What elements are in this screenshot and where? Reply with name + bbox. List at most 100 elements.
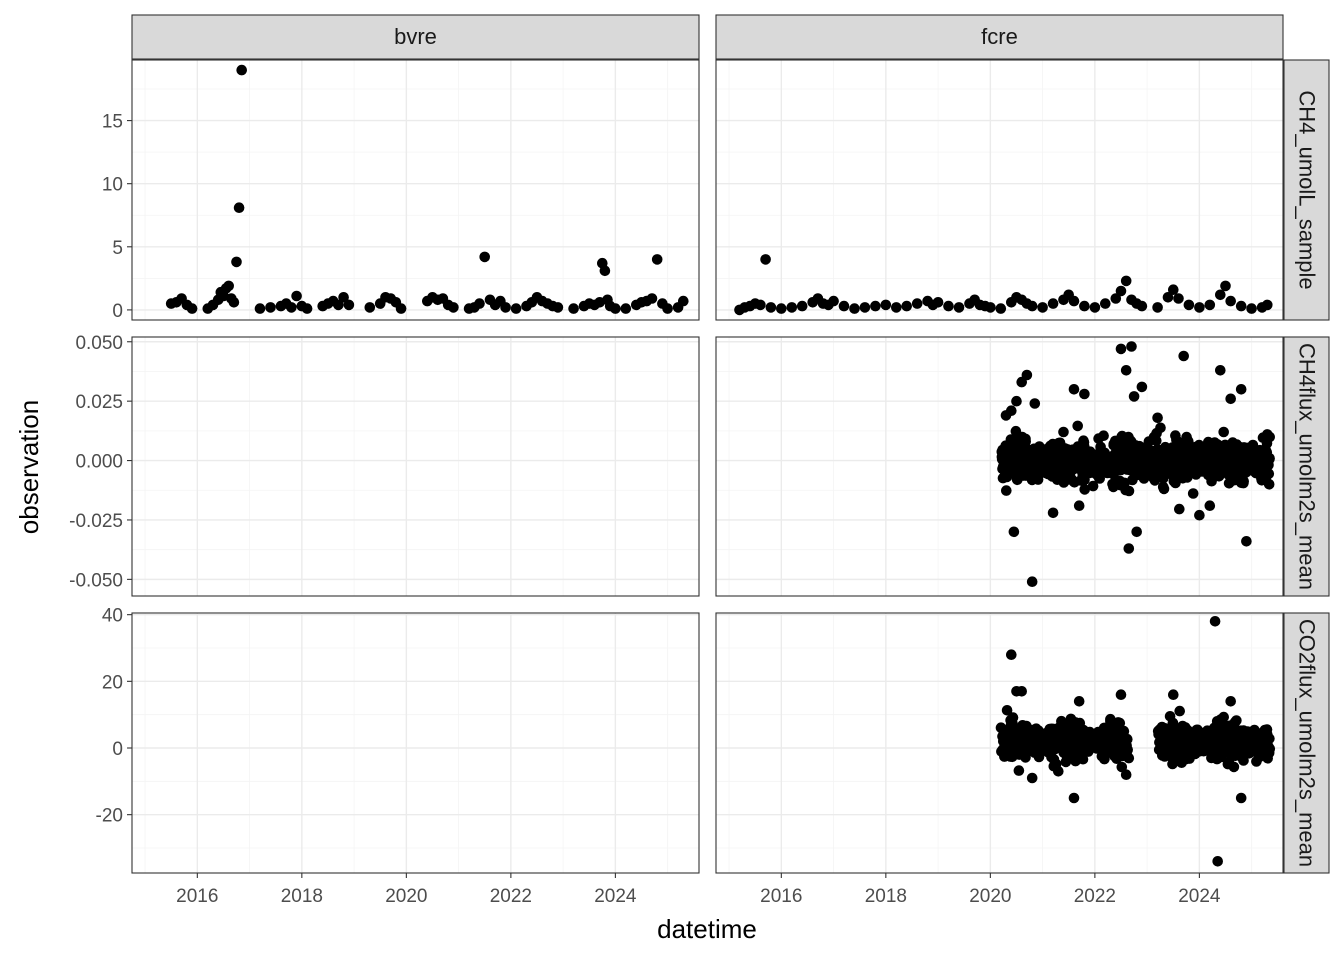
data-point bbox=[1173, 293, 1184, 304]
data-point bbox=[265, 302, 276, 313]
strip-background bbox=[1283, 612, 1330, 874]
data-point bbox=[474, 298, 485, 309]
data-point bbox=[1204, 500, 1216, 512]
x-tick-label: 2022 bbox=[1074, 886, 1116, 907]
data-point bbox=[1247, 456, 1258, 468]
data-point bbox=[849, 303, 860, 314]
x-tick-label: 2016 bbox=[760, 886, 802, 907]
data-point bbox=[1120, 448, 1131, 460]
data-point bbox=[1225, 393, 1236, 405]
data-point bbox=[1120, 275, 1132, 287]
data-point bbox=[1068, 384, 1080, 395]
data-point bbox=[291, 290, 302, 302]
data-point bbox=[1194, 302, 1205, 313]
row-strip-CO2flux_umolm2s_mean: CO2flux_umolm2s_mean bbox=[1283, 612, 1330, 874]
data-point bbox=[1218, 426, 1229, 438]
data-point bbox=[1015, 444, 1027, 455]
data-point bbox=[1222, 758, 1234, 770]
data-point bbox=[1149, 475, 1161, 486]
column-strip-bvre: bvre bbox=[131, 14, 700, 60]
y-tick-label: 5 bbox=[112, 238, 123, 259]
data-point bbox=[1238, 476, 1249, 487]
data-point bbox=[1073, 500, 1085, 512]
data-point bbox=[1197, 451, 1209, 463]
data-point bbox=[1238, 727, 1250, 738]
data-point bbox=[1154, 446, 1165, 457]
y-tick-label: 0.025 bbox=[75, 392, 123, 413]
data-point bbox=[1203, 436, 1214, 448]
data-point bbox=[662, 303, 673, 314]
data-point bbox=[1046, 732, 1058, 743]
data-point bbox=[1033, 751, 1045, 763]
row-strip-CH4flux_umolm2s_mean: CH4flux_umolm2s_mean bbox=[1283, 336, 1330, 597]
data-point bbox=[1020, 436, 1031, 447]
data-point bbox=[1028, 443, 1040, 455]
data-point bbox=[1174, 503, 1185, 515]
data-point bbox=[1089, 302, 1101, 313]
data-point bbox=[1041, 741, 1052, 752]
data-point bbox=[236, 64, 247, 76]
data-point bbox=[776, 303, 787, 314]
x-tick-label: 2022 bbox=[490, 886, 532, 907]
data-point bbox=[1087, 460, 1098, 472]
data-point bbox=[646, 293, 658, 304]
data-point bbox=[1107, 723, 1118, 735]
data-point bbox=[1079, 484, 1090, 495]
data-point bbox=[760, 254, 771, 265]
panel-border bbox=[131, 336, 700, 597]
x-tick-label: 2020 bbox=[969, 886, 1011, 907]
data-point bbox=[552, 302, 564, 313]
data-point bbox=[1015, 742, 1026, 754]
data-point bbox=[1220, 280, 1231, 292]
data-point bbox=[891, 302, 902, 313]
data-point bbox=[1235, 747, 1246, 759]
data-point bbox=[1010, 425, 1022, 437]
data-point bbox=[943, 300, 954, 312]
data-point bbox=[997, 452, 1009, 463]
data-point bbox=[599, 265, 611, 277]
strip-label: bvre bbox=[394, 24, 437, 49]
data-point bbox=[1060, 740, 1072, 751]
x-tick-label: 2018 bbox=[281, 886, 323, 907]
y-tick-label: -0.050 bbox=[69, 570, 123, 591]
data-point bbox=[1087, 480, 1099, 492]
panel-background bbox=[132, 613, 699, 873]
data-point bbox=[1048, 754, 1060, 765]
data-point bbox=[1158, 483, 1170, 495]
data-point bbox=[1100, 298, 1111, 309]
data-point bbox=[1225, 459, 1236, 471]
data-point bbox=[1008, 526, 1020, 538]
data-point bbox=[1006, 405, 1017, 417]
panel-border bbox=[131, 59, 700, 321]
data-point bbox=[1021, 720, 1032, 732]
data-point bbox=[1071, 723, 1083, 735]
data-point bbox=[1241, 536, 1252, 547]
data-point bbox=[1225, 696, 1236, 707]
y-axis-title: observation bbox=[14, 400, 44, 534]
data-point bbox=[1232, 441, 1243, 452]
data-point bbox=[1065, 455, 1077, 467]
strip-background bbox=[715, 14, 1284, 60]
data-point bbox=[338, 292, 349, 303]
y-tick-label: 20 bbox=[102, 672, 123, 693]
data-point bbox=[1235, 453, 1246, 464]
strip-background bbox=[1283, 336, 1330, 597]
x-tick-label: 2018 bbox=[865, 886, 907, 907]
data-point bbox=[1068, 792, 1080, 804]
panel-bvre-CO2flux_umolm2s_mean bbox=[131, 612, 700, 874]
data-point bbox=[859, 302, 871, 313]
data-point bbox=[651, 254, 663, 265]
data-point bbox=[1042, 453, 1053, 465]
data-point bbox=[995, 303, 1007, 314]
data-point bbox=[997, 472, 1009, 484]
panels-layer bbox=[131, 59, 1284, 874]
data-point bbox=[1110, 293, 1122, 304]
panel-border bbox=[715, 336, 1284, 597]
y-tick-label: -20 bbox=[96, 806, 123, 827]
data-point bbox=[1056, 715, 1067, 727]
data-point bbox=[510, 303, 522, 314]
data-point bbox=[1003, 459, 1015, 471]
data-point bbox=[1183, 465, 1195, 476]
data-point bbox=[1026, 576, 1038, 587]
